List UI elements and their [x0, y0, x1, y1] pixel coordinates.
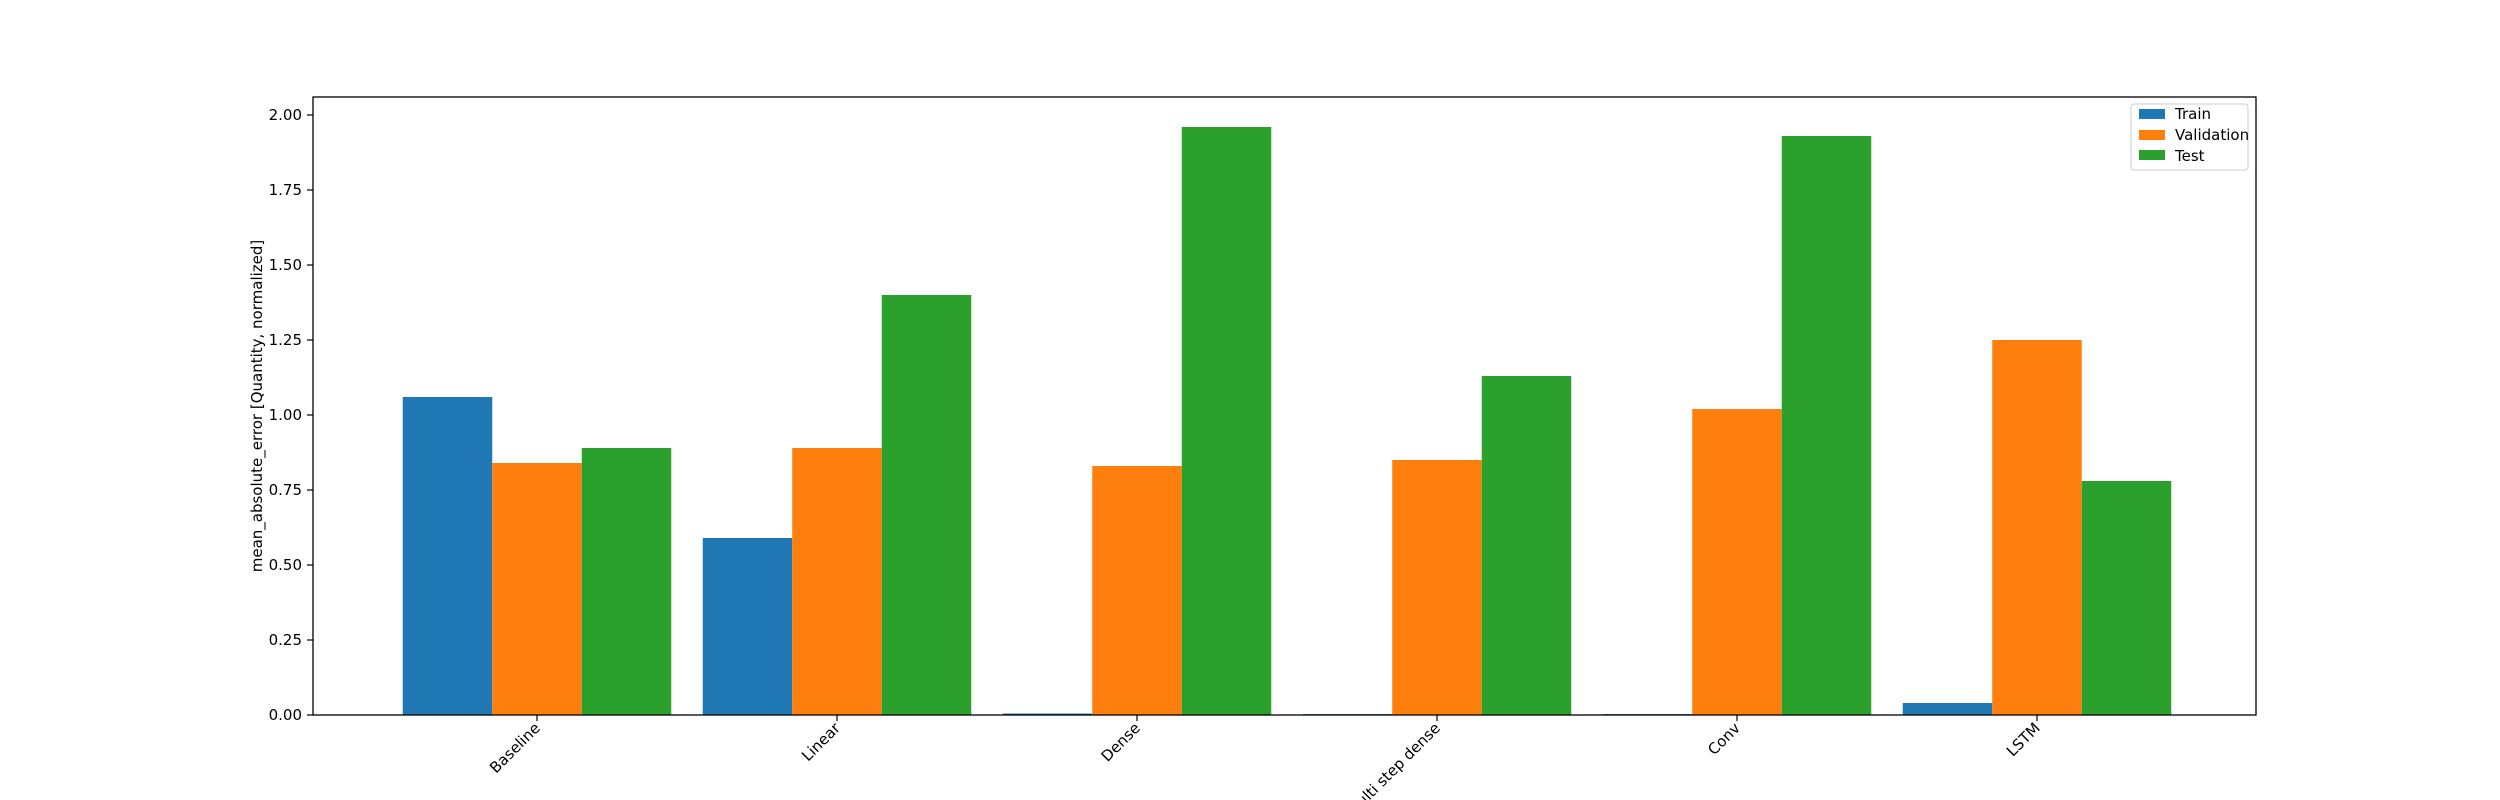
- bar-train-lstm: [1902, 703, 1993, 715]
- y-tick-label-1: 0.25: [269, 631, 302, 649]
- legend-label-train: Train: [2174, 105, 2211, 123]
- y-tick-label-7: 1.75: [269, 181, 302, 199]
- x-tick-label-lstm: LSTM: [2003, 719, 2044, 760]
- x-tick-label-conv: Conv: [1704, 719, 1744, 759]
- bar-test-conv: [1781, 136, 1872, 715]
- bar-validation-conv: [1692, 409, 1782, 715]
- legend-label-test: Test: [2174, 147, 2205, 165]
- y-axis: 0.00 0.25 0.50 0.75 1.00 1.25 1.50 1.75 2.00: [269, 106, 313, 724]
- bar-test-lstm: [2081, 481, 2172, 715]
- y-tick-label-2: 0.50: [269, 556, 302, 574]
- legend-swatch-validation: [2139, 130, 2165, 140]
- y-axis-label: mean_absolute_error [Quantity, normalize…: [248, 240, 267, 573]
- y-tick-label-4: 1.00: [269, 406, 302, 424]
- plot-frame: [312, 96, 2257, 716]
- x-tick-label-baseline: Baseline: [486, 719, 544, 777]
- legend: Train Validation Test: [2130, 103, 2249, 171]
- y-tick-label-0: 0.00: [269, 706, 302, 724]
- bar-train-baseline: [402, 397, 493, 715]
- bar-test-dense: [1181, 127, 1272, 715]
- x-axis: Baseline Linear Dense Multi step dense Conv L…: [486, 715, 2044, 800]
- bar-test-baseline: [581, 448, 672, 715]
- bar-validation-dense: [1092, 466, 1182, 715]
- bar-validation-linear: [792, 448, 882, 715]
- y-tick-label-8: 2.00: [269, 106, 302, 124]
- bar-validation-multi-step-dense: [1392, 460, 1482, 715]
- bar-validation-baseline: [492, 463, 582, 715]
- x-tick-label-multi-step-dense: Multi step dense: [1343, 719, 1443, 800]
- y-tick-label-6: 1.50: [269, 256, 302, 274]
- bar-train-dense: [1002, 713, 1093, 715]
- y-tick-label-5: 1.25: [269, 331, 302, 349]
- bar-test-linear: [881, 295, 972, 715]
- plot-area: 0.00 0.25 0.50 0.75 1.00 1.25 1.50 1.75 2.00 Bas…: [248, 96, 2257, 800]
- y-tick-label-3: 0.75: [269, 481, 302, 499]
- x-tick-label-linear: Linear: [798, 719, 844, 765]
- bar-validation-lstm: [1992, 340, 2082, 715]
- bars: [402, 127, 2172, 715]
- legend-label-validation: Validation: [2175, 126, 2249, 144]
- x-tick-label-dense: Dense: [1098, 719, 1144, 765]
- bar-train-linear: [702, 538, 793, 715]
- bar-test-multi-step-dense: [1481, 376, 1572, 715]
- legend-swatch-test: [2139, 150, 2165, 160]
- legend-swatch-train: [2139, 109, 2165, 119]
